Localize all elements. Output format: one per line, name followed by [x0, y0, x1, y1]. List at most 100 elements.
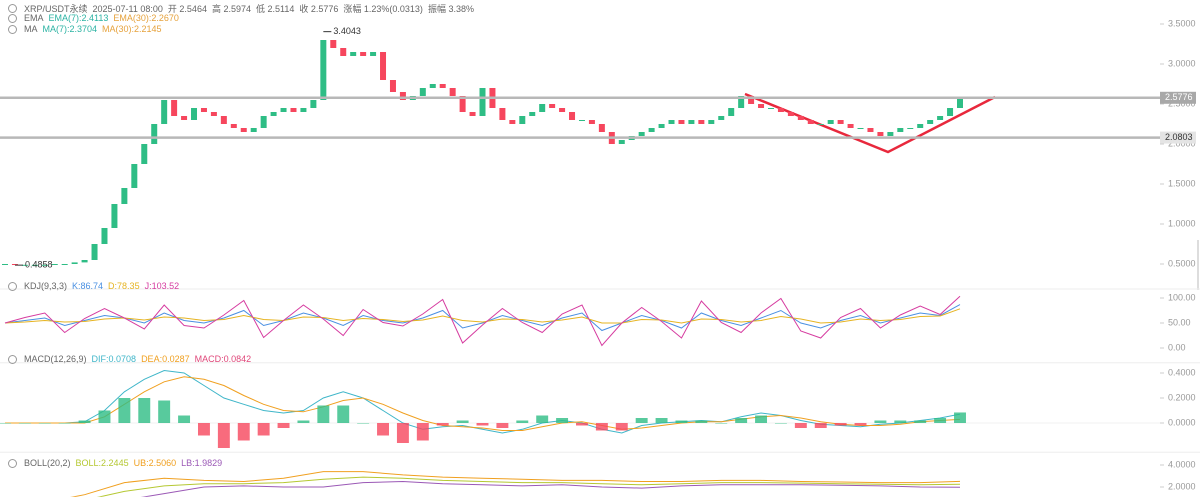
candle: [11, 264, 18, 265]
candle: [280, 108, 287, 112]
candle: [867, 128, 874, 132]
candle: [758, 104, 765, 108]
candle: [449, 88, 456, 96]
y-tick-label: 1.0000: [1168, 218, 1196, 228]
candle: [539, 104, 546, 112]
candle: [688, 120, 695, 124]
histogram-bar: [197, 423, 210, 436]
histogram-bar: [874, 420, 887, 423]
legend-item: MACD:0.0842: [194, 354, 252, 364]
histogram-bar: [337, 405, 350, 423]
y-tick-label: 0.5000: [1168, 258, 1196, 268]
candle: [131, 164, 138, 188]
histogram-bar: [118, 398, 131, 423]
histogram-bar: [954, 412, 966, 423]
legend-item: BOLL:2.2445: [75, 458, 129, 468]
histogram-bar: [58, 423, 71, 424]
legend-row: MA MA(7):2.3704 MA(30):2.2145: [8, 24, 162, 34]
legend-item: D:78.35: [108, 281, 140, 291]
histogram-bar: [576, 423, 588, 426]
histogram-bar: [357, 423, 370, 424]
histogram-bar: [476, 423, 489, 426]
candle: [748, 96, 755, 104]
histogram-bar: [556, 418, 569, 423]
candle: [817, 124, 824, 125]
candle: [787, 112, 794, 116]
candle: [718, 116, 725, 120]
candle: [161, 100, 168, 124]
histogram-bar: [456, 420, 469, 423]
y-tick-label: 0.0000: [1168, 417, 1196, 427]
candle: [31, 264, 38, 266]
histogram-bar: [635, 418, 648, 423]
candle: [151, 124, 158, 144]
header-item: 涨幅 1.23%(0.0313): [343, 4, 423, 14]
histogram-bar: [834, 423, 847, 426]
header-item: 收 2.5776: [299, 4, 339, 14]
candle: [728, 108, 735, 116]
histogram-bar: [377, 423, 389, 436]
candle: [917, 124, 924, 128]
y-tick-label: 0.4000: [1168, 367, 1196, 377]
candle: [777, 108, 784, 112]
candle: [290, 108, 297, 112]
histogram-bar: [0, 423, 11, 424]
histogram-bar: [38, 423, 51, 424]
icon: [8, 458, 17, 468]
histogram-bar: [774, 423, 787, 424]
legend-item: DEA:0.0287: [141, 354, 190, 364]
histogram-bar: [615, 423, 628, 431]
candle: [260, 116, 267, 128]
candle: [41, 264, 48, 266]
histogram-bar: [78, 420, 91, 423]
histogram-bar: [934, 418, 947, 423]
candle: [220, 116, 227, 124]
y-tick-label: 3.5000: [1168, 18, 1196, 28]
panel-title: MACD(12,26,9): [24, 354, 87, 364]
level-box: [1160, 91, 1196, 104]
legend-row: KDJ(9,3,3) K:86.74 D:78.35 J:103.52: [8, 281, 179, 291]
series-line: [97, 476, 961, 497]
y-tick-label: 2.0000: [1168, 481, 1196, 491]
candle: [340, 48, 347, 56]
series-line: [4, 304, 961, 332]
candle: [81, 260, 88, 263]
indicator-value: MA(7):2.3704: [42, 24, 98, 34]
candle: [439, 84, 446, 88]
panel-title: KDJ(9,3,3): [24, 281, 68, 291]
candle: [459, 96, 466, 112]
series-line: [4, 295, 961, 347]
panel-title: BOLL(20,2): [24, 458, 71, 468]
candle: [300, 108, 307, 112]
header-item: 开 2.5464: [167, 4, 207, 14]
icon: [8, 24, 17, 34]
candle: [270, 112, 277, 116]
candle: [380, 52, 387, 80]
header-item: 振幅 3.38%: [427, 4, 474, 14]
candle: [549, 104, 556, 108]
series-line: [141, 480, 961, 497]
indicator-name: EMA: [24, 13, 44, 23]
candle: [141, 144, 148, 164]
histogram-bar: [98, 410, 111, 423]
candle: [230, 124, 237, 128]
candle: [519, 116, 526, 124]
candle: [937, 116, 944, 120]
candle: [578, 120, 585, 121]
candle: [210, 112, 217, 116]
candle: [499, 108, 506, 120]
indicator-value: MA(30):2.2145: [102, 24, 162, 34]
candle: [2, 264, 8, 265]
candle: [320, 40, 327, 100]
legend-row: XRP/USDT永续 2025-07-11 08:00 开 2.5464 高 2.59…: [8, 2, 474, 15]
series-line: [70, 471, 961, 497]
legend-item: J:103.52: [144, 281, 180, 291]
candle: [330, 40, 337, 48]
histogram-bar: [416, 423, 429, 441]
indicator-value: EMA(30):2.2670: [113, 13, 179, 23]
candle: [429, 84, 436, 88]
histogram-bar: [814, 423, 827, 428]
candle: [71, 262, 78, 264]
histogram-bar: [894, 420, 907, 423]
